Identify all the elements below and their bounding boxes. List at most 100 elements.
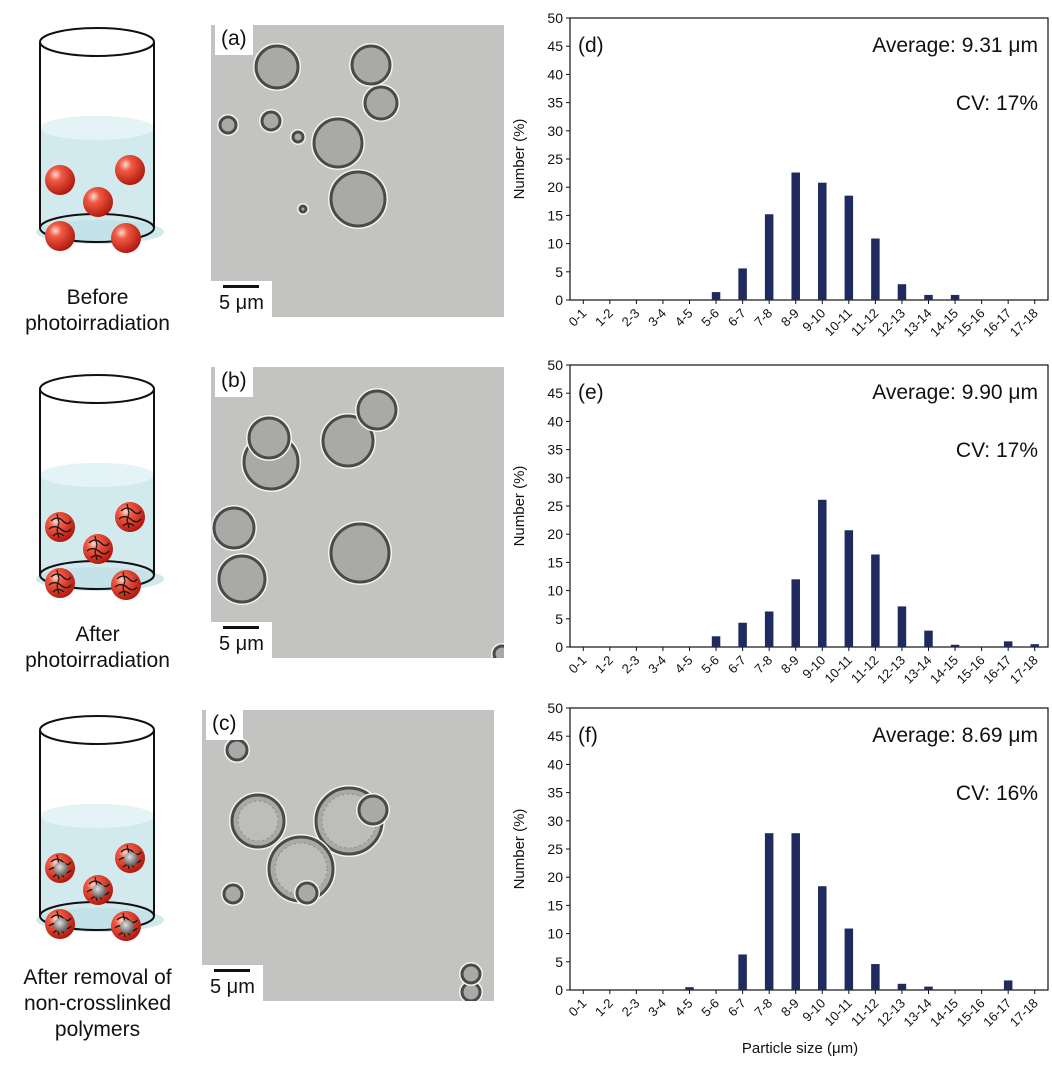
micrograph-particles: [211, 367, 504, 658]
plot-frame: [569, 707, 1049, 991]
y-tick-label: 0: [555, 292, 563, 308]
x-tick-label: 5-6: [698, 653, 722, 677]
particle-core: [92, 884, 106, 898]
x-tick-label: 13-14: [901, 306, 935, 340]
bar-13-14: [924, 986, 933, 990]
panel-label: (e): [578, 381, 604, 404]
crosslink-strands: [56, 513, 60, 539]
panel-label: (b): [215, 367, 253, 397]
y-tick-label: 30: [547, 813, 563, 829]
liquid: [40, 116, 154, 242]
beaker-rim: [39, 374, 155, 404]
bar-6-7: [738, 954, 747, 990]
bar-7-8: [764, 214, 774, 300]
y-tick-label: 10: [547, 926, 563, 942]
y-tick-label: 30: [547, 123, 563, 139]
caption-line: polymers: [54, 1018, 141, 1041]
x-tick-label: 17-18: [1007, 653, 1041, 687]
bar-11-12: [871, 554, 880, 647]
bar-7-8: [764, 833, 774, 990]
micrograph-b: (b) 5 μm: [211, 367, 504, 658]
x-tick-label: 4-5: [672, 653, 696, 677]
row-caption: Before photoirradiation: [0, 285, 195, 337]
x-tick-label: 15-16: [954, 996, 988, 1030]
y-tick-label: 50: [547, 10, 563, 26]
x-tick-label: 14-15: [927, 653, 961, 687]
micrograph-a: (a) 5 μm: [211, 25, 504, 317]
particle-sphere: [45, 165, 75, 195]
bar-16-17: [1003, 980, 1013, 990]
particle: [329, 522, 391, 584]
caption-line: After: [75, 623, 120, 646]
particle-halo: [216, 553, 268, 605]
crosslink-strands: [56, 569, 60, 595]
x-tick-label: 6-7: [725, 653, 749, 677]
crosslink-strands: [126, 503, 130, 529]
y-tick-label: 25: [547, 151, 563, 167]
scale-label: 5 μm: [219, 633, 264, 655]
bar-6-7: [738, 622, 747, 647]
cv-annotation: CV: 17%: [956, 439, 1038, 462]
particle: [460, 963, 482, 985]
y-tick-label: 45: [547, 38, 563, 54]
particle: [298, 204, 308, 214]
caption-line: Before: [66, 286, 129, 309]
x-tick-label: 10-11: [822, 653, 855, 686]
panel-label: (a): [215, 25, 253, 55]
particle-sphere: [111, 570, 141, 600]
x-tick-label: 10-11: [822, 306, 855, 339]
bar-17-18: [1030, 644, 1039, 647]
particle-halo: [259, 109, 283, 133]
beaker-illustration-after: [30, 367, 165, 607]
x-tick-label: 4-5: [672, 996, 696, 1020]
particle: [363, 85, 399, 121]
bar-9-10: [818, 182, 827, 300]
scale-bar: [214, 969, 250, 972]
beaker-illustration-before: [30, 20, 165, 260]
histogram-svg: 0 5 10 15 20 25 30 35 40 45 50 Number (%) 0-1 1-2 2-3 3…: [511, 700, 1049, 1030]
x-tick-label: 1-2: [592, 996, 616, 1020]
caption-line: non-crosslinked: [23, 992, 172, 1015]
x-tick-label: 11-12: [848, 306, 881, 339]
crosslink-strands: [122, 571, 126, 597]
scale-bar-box: 5 μm: [202, 965, 263, 1001]
y-tick-label: 20: [547, 869, 563, 885]
x-tick-label: 6-7: [725, 306, 749, 330]
particle-sphere: [115, 502, 145, 532]
x-tick-label: 12-13: [874, 306, 908, 340]
y-tick-label: 40: [547, 756, 563, 772]
bar-10-11: [844, 530, 854, 647]
particle-halo: [246, 415, 292, 461]
particle: [218, 115, 238, 135]
x-tick-label: 11-12: [848, 653, 881, 686]
particle-halo: [328, 169, 388, 229]
row-after-removal: After removal of non-crosslinked polymer…: [0, 690, 1052, 1076]
particle-core: [120, 920, 134, 934]
y-tick-label: 5: [555, 954, 563, 970]
particle: [212, 506, 256, 550]
histogram-f: 0 5 10 15 20 25 30 35 40 45 50 Number (%) 0-1 1-2 2-3 3…: [510, 690, 1052, 1035]
y-axis-label: Number (%): [511, 809, 528, 890]
caption-line: photoirradiation: [25, 649, 170, 672]
bar-16-17: [1003, 641, 1013, 647]
y-tick-label: 35: [547, 442, 563, 458]
y-tick-label: 15: [547, 897, 563, 913]
scale-label: 5 μm: [210, 976, 255, 998]
y-tick-label: 10: [547, 583, 563, 599]
bar-13-14: [924, 294, 933, 300]
particle-core: [54, 918, 68, 932]
y-tick-label: 25: [547, 841, 563, 857]
particle: [492, 644, 504, 658]
x-tick-label: 5-6: [698, 996, 722, 1020]
y-tick-label: 35: [547, 785, 563, 801]
particle: [321, 414, 375, 468]
average-annotation: Average: 9.90 μm: [872, 381, 1038, 404]
y-tick-label: 15: [547, 554, 563, 570]
particle-halo: [362, 84, 400, 122]
y-tick-label: 20: [547, 526, 563, 542]
y-tick-label: 20: [547, 179, 563, 195]
particle: [357, 794, 389, 826]
x-tick-label: 0-1: [566, 653, 590, 677]
beaker-rim: [39, 715, 155, 745]
beaker-rim: [39, 27, 155, 57]
